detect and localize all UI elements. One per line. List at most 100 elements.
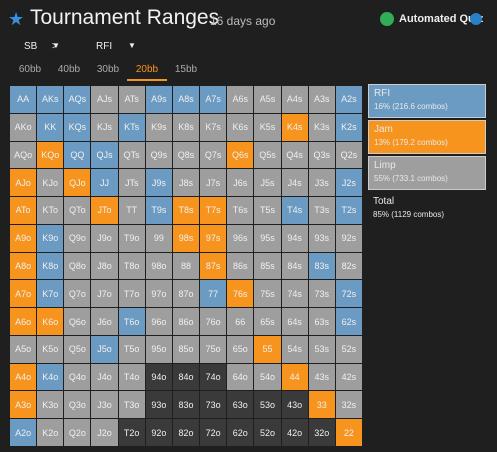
selector[interactable]: RFI: [96, 41, 113, 52]
hand-cell[interactable]: 83s: [308, 252, 335, 280]
hand-cell[interactable]: A2s: [335, 86, 362, 113]
hand-cell[interactable]: A6s: [227, 86, 254, 113]
hand-cell[interactable]: T6o: [118, 308, 145, 335]
hand-cell[interactable]: A3o: [10, 391, 37, 419]
hand-cell[interactable]: 97o: [145, 280, 172, 308]
hand-cell[interactable]: K9o: [37, 224, 64, 252]
hand-cell[interactable]: J9o: [91, 224, 118, 252]
hand-cell[interactable]: T6s: [227, 197, 254, 224]
hand-cell[interactable]: Q7s: [200, 141, 227, 169]
hand-cell[interactable]: 87o: [172, 280, 200, 308]
hand-cell[interactable]: T5o: [118, 335, 145, 363]
hand-cell[interactable]: T8s: [172, 197, 200, 224]
hand-cell[interactable]: 42o: [281, 419, 308, 446]
hand-cell[interactable]: T9o: [118, 224, 145, 252]
hand-cell[interactable]: 54o: [254, 363, 281, 391]
hand-cell[interactable]: A7s: [200, 86, 227, 113]
hand-cell[interactable]: A2o: [10, 419, 37, 446]
hand-cell[interactable]: J7o: [91, 280, 118, 308]
hand-cell[interactable]: QTs: [118, 141, 145, 169]
hand-cell[interactable]: 53s: [308, 335, 335, 363]
hand-cell[interactable]: K4o: [37, 363, 64, 391]
hand-cell[interactable]: A8s: [172, 86, 200, 113]
tab[interactable]: 15bb: [174, 64, 198, 75]
hand-cell[interactable]: JJ: [91, 169, 118, 197]
hand-cell[interactable]: K7o: [37, 280, 64, 308]
hand-cell[interactable]: AA: [10, 86, 37, 113]
hand-cell[interactable]: J4o: [91, 363, 118, 391]
hand-cell[interactable]: J2o: [91, 419, 118, 446]
hand-cell[interactable]: 99: [145, 224, 172, 252]
hand-cell[interactable]: 32s: [335, 391, 362, 419]
hand-cell[interactable]: T2o: [118, 419, 145, 446]
hand-cell[interactable]: J4s: [281, 169, 308, 197]
hand-cell[interactable]: QTo: [64, 197, 91, 224]
tab[interactable]: 40bb: [57, 64, 81, 75]
hand-cell[interactable]: Q5o: [64, 335, 91, 363]
hand-cell[interactable]: 73o: [200, 391, 227, 419]
hand-cell[interactable]: KTs: [118, 113, 145, 141]
hand-cell[interactable]: J6s: [227, 169, 254, 197]
hand-cell[interactable]: 33: [308, 391, 335, 419]
hand-cell[interactable]: KJs: [91, 113, 118, 141]
hand-cell[interactable]: KQo: [37, 141, 64, 169]
hand-cell[interactable]: J3s: [308, 169, 335, 197]
hand-cell[interactable]: K6s: [227, 113, 254, 141]
hand-cell[interactable]: QQ: [64, 141, 91, 169]
hand-cell[interactable]: Q5s: [254, 141, 281, 169]
hand-cell[interactable]: 62o: [227, 419, 254, 446]
hand-cell[interactable]: Q4s: [281, 141, 308, 169]
hand-cell[interactable]: 97s: [200, 224, 227, 252]
hand-cell[interactable]: 84o: [172, 363, 200, 391]
hand-cell[interactable]: 64s: [281, 308, 308, 335]
hand-cell[interactable]: 98s: [172, 224, 200, 252]
hand-cell[interactable]: T5s: [254, 197, 281, 224]
hand-cell[interactable]: 82s: [335, 252, 362, 280]
hand-cell[interactable]: 86s: [227, 252, 254, 280]
hand-cell[interactable]: AQs: [64, 86, 91, 113]
hand-cell[interactable]: 84s: [281, 252, 308, 280]
hand-cell[interactable]: K8o: [37, 252, 64, 280]
hand-cell[interactable]: AQo: [10, 141, 37, 169]
hand-cell[interactable]: 44: [281, 363, 308, 391]
hand-cell[interactable]: 83o: [172, 391, 200, 419]
hand-cell[interactable]: J8o: [91, 252, 118, 280]
hand-cell[interactable]: A9s: [145, 86, 172, 113]
hand-cell[interactable]: J3o: [91, 391, 118, 419]
hand-cell[interactable]: 64o: [227, 363, 254, 391]
hand-cell[interactable]: KTo: [37, 197, 64, 224]
hand-cell[interactable]: T7o: [118, 280, 145, 308]
hand-cell[interactable]: A7o: [10, 280, 37, 308]
hand-cell[interactable]: Q9s: [145, 141, 172, 169]
hand-cell[interactable]: A4s: [281, 86, 308, 113]
hand-cell[interactable]: 74o: [200, 363, 227, 391]
tab[interactable]: 30bb: [96, 64, 120, 75]
hand-cell[interactable]: K6o: [37, 308, 64, 335]
hand-cell[interactable]: T7s: [200, 197, 227, 224]
hand-cell[interactable]: K9s: [145, 113, 172, 141]
hand-cell[interactable]: J5s: [254, 169, 281, 197]
hand-cell[interactable]: K8s: [172, 113, 200, 141]
hand-cell[interactable]: K4s: [281, 113, 308, 141]
hand-cell[interactable]: 95o: [145, 335, 172, 363]
hand-cell[interactable]: K7s: [200, 113, 227, 141]
hand-cell[interactable]: 72s: [335, 280, 362, 308]
hand-cell[interactable]: 22: [335, 419, 362, 446]
hand-cell[interactable]: Q2s: [335, 141, 362, 169]
hand-cell[interactable]: 52o: [254, 419, 281, 446]
hand-cell[interactable]: 92s: [335, 224, 362, 252]
hand-cell[interactable]: QJo: [64, 169, 91, 197]
star-icon[interactable]: ★: [8, 9, 25, 29]
hand-cell[interactable]: Q7o: [64, 280, 91, 308]
hand-cell[interactable]: 66: [227, 308, 254, 335]
hand-cell[interactable]: AJs: [91, 86, 118, 113]
hand-cell[interactable]: 92o: [145, 419, 172, 446]
hand-cell[interactable]: Q3s: [308, 141, 335, 169]
hand-cell[interactable]: K5o: [37, 335, 64, 363]
hand-cell[interactable]: T8o: [118, 252, 145, 280]
hand-cell[interactable]: 62s: [335, 308, 362, 335]
tab[interactable]: 60bb: [18, 64, 42, 75]
hand-cell[interactable]: J8s: [172, 169, 200, 197]
hand-cell[interactable]: A5s: [254, 86, 281, 113]
hand-cell[interactable]: Q3o: [64, 391, 91, 419]
